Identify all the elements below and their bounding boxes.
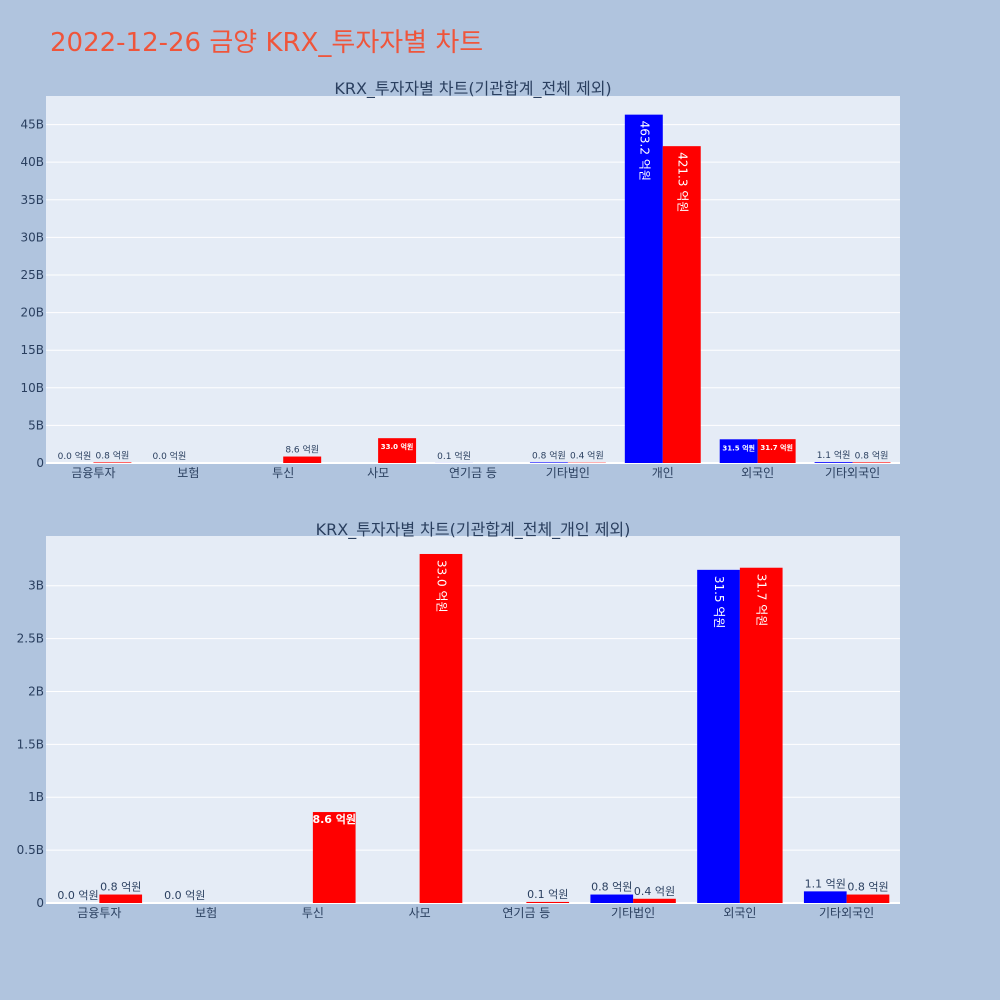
y-tick-label: 35B — [20, 193, 44, 207]
bar-label: 0.0 억원 — [152, 450, 186, 462]
bar-label: 31.5 억원 — [722, 443, 755, 452]
bar — [624, 114, 663, 463]
x-tick-label: 개인 — [652, 466, 674, 480]
page-title: 2022-12-26 금양 KRX_투자자별 차트 — [50, 28, 484, 58]
bar-label: 0.8 억원 — [96, 449, 130, 461]
x-tick-label: 외국인 — [723, 906, 756, 920]
x-tick-label: 외국인 — [741, 466, 774, 480]
y-tick-label: 10B — [20, 381, 44, 395]
bar-label: 0.4 억원 — [634, 885, 675, 898]
bar — [93, 462, 132, 463]
bar-label: 0.0 억원 — [164, 889, 205, 902]
bar — [662, 146, 701, 463]
bar — [846, 894, 890, 903]
bar — [529, 462, 568, 463]
y-tick-label: 0 — [36, 896, 44, 910]
bar-label: 8.6 억원 — [285, 444, 319, 456]
x-tick-label: 투신 — [272, 466, 294, 480]
x-tick-label: 연기금 등 — [449, 466, 497, 480]
bar — [719, 439, 758, 463]
plot-area — [46, 96, 900, 463]
x-tick-label: 연기금 등 — [502, 906, 550, 920]
y-tick-label: 1.5B — [17, 737, 44, 751]
bar — [283, 456, 322, 463]
bar-label: 0.8 억원 — [100, 881, 141, 894]
x-tick-label: 금융투자 — [77, 906, 121, 920]
y-tick-label: 2.5B — [17, 632, 44, 646]
x-tick-label: 기타법인 — [611, 906, 655, 920]
bar-label: 0.8 억원 — [847, 881, 888, 894]
bar — [419, 553, 463, 903]
bar-label: 0.0 억원 — [58, 450, 92, 462]
y-tick-label: 45B — [20, 118, 44, 132]
bar-label: 421.3 억원 — [675, 152, 689, 212]
y-tick-label: 1B — [28, 790, 44, 804]
bar-label: 0.8 억원 — [591, 881, 632, 894]
bar — [99, 894, 143, 903]
x-tick-label: 금융투자 — [71, 466, 115, 480]
x-tick-label: 사모 — [409, 906, 431, 920]
y-tick-label: 2B — [28, 684, 44, 698]
y-tick-label: 15B — [20, 343, 44, 357]
y-tick-label: 0.5B — [17, 843, 44, 857]
bar-label: 463.2 억원 — [637, 121, 651, 181]
chart-subtitle: KRX_투자자별 차트(기관합계_전체 제외) — [334, 79, 611, 99]
x-tick-label: 기타외국인 — [825, 466, 880, 480]
y-tick-label: 30B — [20, 230, 44, 244]
bar — [590, 894, 634, 903]
bar-label: 31.7 억원 — [760, 443, 793, 452]
x-tick-label: 보험 — [177, 466, 199, 480]
bar-label: 0.1 억원 — [437, 450, 471, 462]
bar — [814, 462, 853, 463]
y-tick-label: 5B — [28, 418, 44, 432]
bar-label: 0.8 억원 — [855, 449, 889, 461]
bar-label: 0.0 억원 — [57, 889, 98, 902]
bar — [378, 438, 417, 463]
y-tick-label: 0 — [36, 456, 44, 470]
bar-label: 33.0 억원 — [434, 560, 448, 613]
bar — [633, 898, 676, 903]
bar — [697, 569, 740, 903]
bar-label: 1.1 억원 — [817, 449, 851, 461]
bar-label: 31.5 억원 — [712, 576, 726, 629]
x-tick-label: 사모 — [367, 466, 389, 480]
bar-label: 31.7 억원 — [755, 574, 769, 627]
chart-bottom: 0 0.5B 1B 1.5B 2B 2.5B 3B KRX_투자자별 차트(기관합계_전체_개… — [17, 520, 900, 920]
y-tick-label: 20B — [20, 306, 44, 320]
bar — [852, 462, 891, 463]
bar-label: 8.6 억원 — [312, 812, 356, 826]
y-tick-label: 3B — [28, 579, 44, 593]
bar-label: 0.4 억원 — [570, 450, 604, 462]
y-tick-label: 40B — [20, 155, 44, 169]
bar-label: 0.1 억원 — [527, 888, 568, 901]
x-tick-label: 투신 — [302, 906, 324, 920]
x-tick-label: 기타외국인 — [819, 906, 874, 920]
x-tick-label: 보험 — [195, 906, 217, 920]
y-tick-label: 25B — [20, 268, 44, 282]
bar — [757, 439, 796, 463]
bar — [803, 891, 847, 903]
bar — [312, 812, 356, 903]
bar — [526, 901, 570, 903]
bar-label: 0.8 억원 — [532, 449, 566, 461]
bar-label: 1.1 억원 — [805, 877, 846, 890]
chart-subtitle: KRX_투자자별 차트(기관합계_전체_개인 제외) — [316, 520, 631, 540]
bar — [739, 567, 783, 903]
bar-label: 33.0 억원 — [381, 442, 414, 451]
x-tick-label: 기타법인 — [546, 466, 590, 480]
chart-top: 0 5B 10B 15B 20B 25B 30B 35B 40B 45B KRX_투자자별 차트(기… — [20, 79, 900, 480]
